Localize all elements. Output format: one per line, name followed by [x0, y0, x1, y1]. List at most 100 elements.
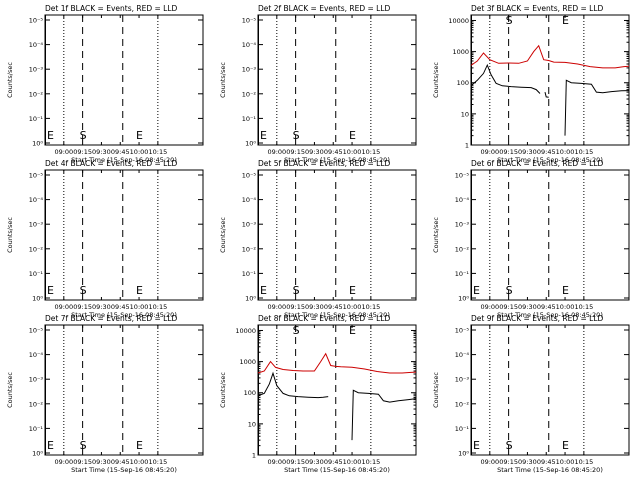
- panel-title: Det 7f BLACK = Events, RED = LLD: [45, 314, 178, 323]
- x-tick-label: 09:30: [518, 148, 537, 156]
- y-tick-label: 10⁻⁴: [242, 196, 257, 204]
- marker-E: E: [47, 439, 54, 452]
- x-tick-label: 10:00: [556, 303, 575, 311]
- marker-E: E: [136, 439, 143, 452]
- marker-S: S: [80, 439, 87, 452]
- y-tick-label: 10⁻²: [455, 245, 470, 253]
- panel-title: Det 3f BLACK = Events, RED = LLD: [471, 4, 604, 13]
- panel-title: Det 6f BLACK = Events, RED = LLD: [471, 159, 604, 168]
- marker-E: E: [47, 284, 54, 297]
- panel-title: Det 1f BLACK = Events, RED = LLD: [45, 4, 178, 13]
- panel-det-9: Det 9f BLACK = Events, RED = LLD 09:00 09:…: [432, 314, 630, 474]
- y-tick-label: 100: [244, 389, 256, 397]
- x-tick-label: 10:00: [130, 458, 149, 466]
- marker-S: S: [506, 439, 513, 452]
- x-tick-label: 10:00: [556, 148, 575, 156]
- y-tick-label: 10⁰: [32, 295, 43, 303]
- marker-E: E: [260, 284, 267, 297]
- marker-S: S: [80, 284, 87, 297]
- y-tick-label: 10000: [235, 327, 256, 335]
- y-tick-label: 10: [248, 420, 256, 428]
- y-tick-label: 10⁻⁵: [455, 327, 470, 335]
- x-tick-label: 10:00: [343, 458, 362, 466]
- plot-frame: [470, 324, 630, 456]
- x-tick-label: 09:45: [111, 148, 130, 156]
- x-tick-label: 09:45: [537, 458, 556, 466]
- x-tick-label: 10:15: [574, 458, 593, 466]
- plot-frame: [44, 324, 204, 456]
- y-tick-label: 10⁻⁵: [242, 17, 257, 25]
- x-tick-label: 09:30: [92, 148, 111, 156]
- y-tick-label: 10⁻³: [29, 221, 44, 229]
- panel-title: Det 9f BLACK = Events, RED = LLD: [471, 314, 604, 323]
- x-tick-label: 09:15: [73, 303, 92, 311]
- y-tick-label: 10⁻²: [242, 245, 257, 253]
- x-axis-label: Start Time (15-Sep-16 08:45:20): [71, 466, 177, 474]
- y-axis-label: Counts/sec: [6, 217, 14, 253]
- marker-E: E: [47, 129, 54, 142]
- y-tick-label: 10⁻²: [29, 400, 44, 408]
- x-tick-label: 10:15: [361, 148, 380, 156]
- series-line-1: [470, 63, 541, 94]
- marker-E: E: [349, 129, 356, 142]
- y-tick-label: 10⁰: [245, 295, 256, 303]
- x-tick-label: 10:00: [556, 458, 575, 466]
- x-tick-label: 09:00: [480, 148, 499, 156]
- x-axis-label: Start Time (15-Sep-16 08:45:20): [71, 311, 177, 319]
- panel-title: Det 2f BLACK = Events, RED = LLD: [258, 4, 391, 13]
- x-tick-label: 09:00: [267, 148, 286, 156]
- marker-E: E: [562, 284, 569, 297]
- x-tick-label: 09:45: [324, 148, 343, 156]
- y-axis-label: Counts/sec: [432, 62, 440, 98]
- y-tick-label: 1000: [452, 48, 469, 56]
- x-tick-label: 09:30: [92, 458, 111, 466]
- marker-E: E: [260, 129, 267, 142]
- x-tick-label: 09:00: [480, 458, 499, 466]
- y-tick-label: 10⁻¹: [242, 270, 257, 278]
- x-tick-label: 09:00: [267, 303, 286, 311]
- plot-frame: [257, 14, 417, 146]
- y-tick-label: 10⁻⁵: [242, 172, 257, 180]
- x-tick-label: 09:00: [480, 303, 499, 311]
- y-tick-label: 10⁻⁴: [455, 351, 470, 359]
- plot-frame: [257, 169, 417, 301]
- x-tick-label: 09:15: [286, 148, 305, 156]
- y-tick-label: 10⁰: [32, 450, 43, 458]
- y-tick-label: 10⁻²: [242, 90, 257, 98]
- y-tick-label: 10⁰: [245, 140, 256, 148]
- x-axis-label: Start Time (15-Sep-16 08:45:20): [284, 466, 390, 474]
- y-tick-label: 10⁻¹: [455, 425, 470, 433]
- series-line-3: [564, 79, 630, 136]
- panel-det-3: Det 3f BLACK = Events, RED = LLD 09:00 09:…: [432, 4, 630, 164]
- y-tick-label: 10⁻⁵: [29, 172, 44, 180]
- panel-title: Det 4f BLACK = Events, RED = LLD: [45, 159, 178, 168]
- series-line-2: [351, 389, 417, 441]
- y-tick-label: 10⁻¹: [242, 115, 257, 123]
- marker-E: E: [562, 439, 569, 452]
- x-tick-label: 10:15: [148, 458, 167, 466]
- y-tick-label: 10⁻³: [455, 376, 470, 384]
- x-tick-label: 09:30: [92, 303, 111, 311]
- marker-E: E: [349, 324, 356, 337]
- marker-E: E: [473, 439, 480, 452]
- x-tick-label: 09:30: [305, 458, 324, 466]
- marker-E: E: [473, 284, 480, 297]
- y-tick-label: 10⁻²: [455, 400, 470, 408]
- y-tick-label: 10⁰: [458, 295, 469, 303]
- marker-S: S: [506, 284, 513, 297]
- x-tick-label: 09:00: [54, 303, 73, 311]
- y-tick-label: 10⁻¹: [455, 270, 470, 278]
- y-tick-label: 10⁻¹: [29, 425, 44, 433]
- x-axis-label: Start Time (15-Sep-16 08:45:20): [497, 311, 603, 319]
- x-tick-label: 09:45: [324, 458, 343, 466]
- x-tick-label: 10:00: [343, 148, 362, 156]
- y-tick-label: 10⁻⁴: [29, 196, 44, 204]
- y-axis-label: Counts/sec: [219, 62, 227, 98]
- x-tick-label: 09:30: [305, 303, 324, 311]
- y-tick-label: 10: [461, 110, 469, 118]
- x-tick-label: 09:15: [286, 458, 305, 466]
- plot-frame: [44, 169, 204, 301]
